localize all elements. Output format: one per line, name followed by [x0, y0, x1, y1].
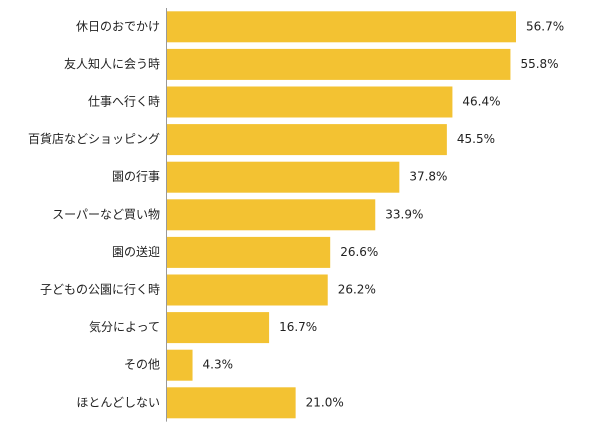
category-label: 子どもの公園に行く時 [40, 283, 160, 297]
bar [166, 161, 400, 193]
bar [166, 387, 296, 419]
bar [166, 124, 447, 156]
category-label: 仕事へ行く時 [88, 95, 160, 109]
value-label: 26.6% [340, 245, 378, 259]
category-label: 気分によって [89, 319, 160, 334]
category-label: その他 [124, 358, 160, 372]
value-label: 16.7% [279, 320, 317, 334]
category-label: ほとんどしない [76, 395, 160, 409]
bar [166, 48, 511, 80]
bar [166, 11, 516, 43]
value-label: 4.3% [203, 358, 234, 372]
value-label: 45.5% [457, 132, 495, 146]
category-label: 友人知人に会う時 [64, 57, 160, 71]
category-labels: 休日のおでかけ友人知人に会う時仕事へ行く時百貨店などショッピング園の行事スーパー… [28, 19, 160, 409]
value-label: 33.9% [385, 207, 423, 221]
value-label: 26.2% [338, 283, 376, 297]
bar [166, 349, 193, 381]
bar [166, 274, 328, 306]
bar [166, 236, 331, 268]
value-label: 21.0% [306, 395, 344, 409]
value-label: 37.8% [409, 170, 447, 184]
category-label: 休日のおでかけ [76, 19, 160, 33]
category-label: 園の送迎 [112, 244, 160, 259]
category-label: 百貨店などショッピング [28, 131, 160, 146]
bars-group [166, 11, 516, 419]
value-label: 46.4% [462, 95, 500, 109]
value-label: 56.7% [526, 19, 564, 33]
value-label: 55.8% [520, 57, 558, 71]
bar [166, 312, 270, 344]
bar [166, 86, 453, 118]
value-labels: 56.7% 55.8% 46.4% 45.5% 37.8% 33.9% 26.6% 26.2%… [203, 19, 565, 409]
category-label: 園の行事 [112, 170, 160, 184]
bar [166, 199, 376, 231]
category-label: スーパーなど買い物 [52, 207, 160, 221]
